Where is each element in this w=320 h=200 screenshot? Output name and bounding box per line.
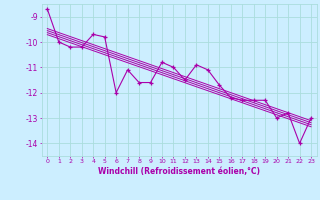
X-axis label: Windchill (Refroidissement éolien,°C): Windchill (Refroidissement éolien,°C) [98,167,260,176]
